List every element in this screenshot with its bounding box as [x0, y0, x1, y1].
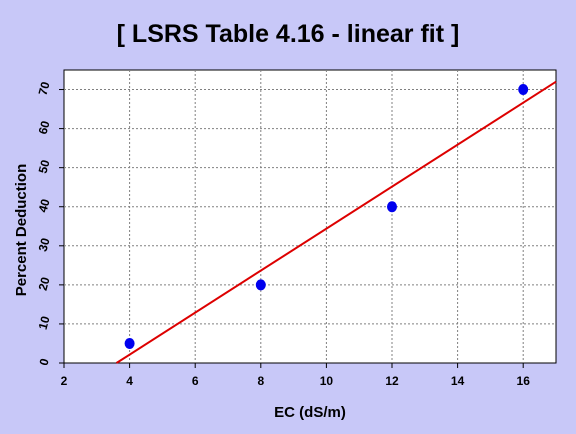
data-points [124, 84, 529, 349]
y-tick-label: 40 [36, 197, 53, 214]
fit-line-group [115, 80, 557, 364]
x-tick-label: 4 [126, 374, 133, 388]
chart-title: [ LSRS Table 4.16 - linear fit ] [117, 20, 460, 48]
y-tick-label: 30 [36, 236, 53, 253]
y-tick-label: 20 [36, 275, 53, 292]
data-point [255, 279, 266, 291]
x-tick-label: 16 [517, 374, 531, 388]
linear-fit-line [115, 80, 557, 364]
grid [64, 70, 556, 363]
plot-area [63, 69, 557, 364]
x-axis-label: EC (dS/m) [274, 404, 346, 421]
data-point [124, 337, 135, 349]
x-tick-label: 6 [192, 374, 199, 388]
axis-ticks: 2 4 6 8 10 12 14 16 0 10 20 30 40 50 60 70 [36, 80, 531, 388]
x-tick-label: 12 [385, 374, 399, 388]
x-tick-label: 2 [61, 374, 68, 388]
y-tick-label: 60 [36, 119, 53, 136]
data-point [387, 201, 397, 213]
y-tick-label: 50 [36, 158, 53, 175]
y-tick-label: 0 [37, 357, 52, 367]
x-tick-label: 14 [451, 374, 465, 388]
y-axis-label: Percent Deduction [13, 164, 30, 297]
data-point [518, 84, 529, 96]
x-tick-label: 10 [320, 374, 334, 388]
y-tick-label: 10 [36, 314, 53, 331]
x-tick-label: 8 [257, 374, 264, 388]
y-tick-label: 70 [36, 80, 53, 97]
